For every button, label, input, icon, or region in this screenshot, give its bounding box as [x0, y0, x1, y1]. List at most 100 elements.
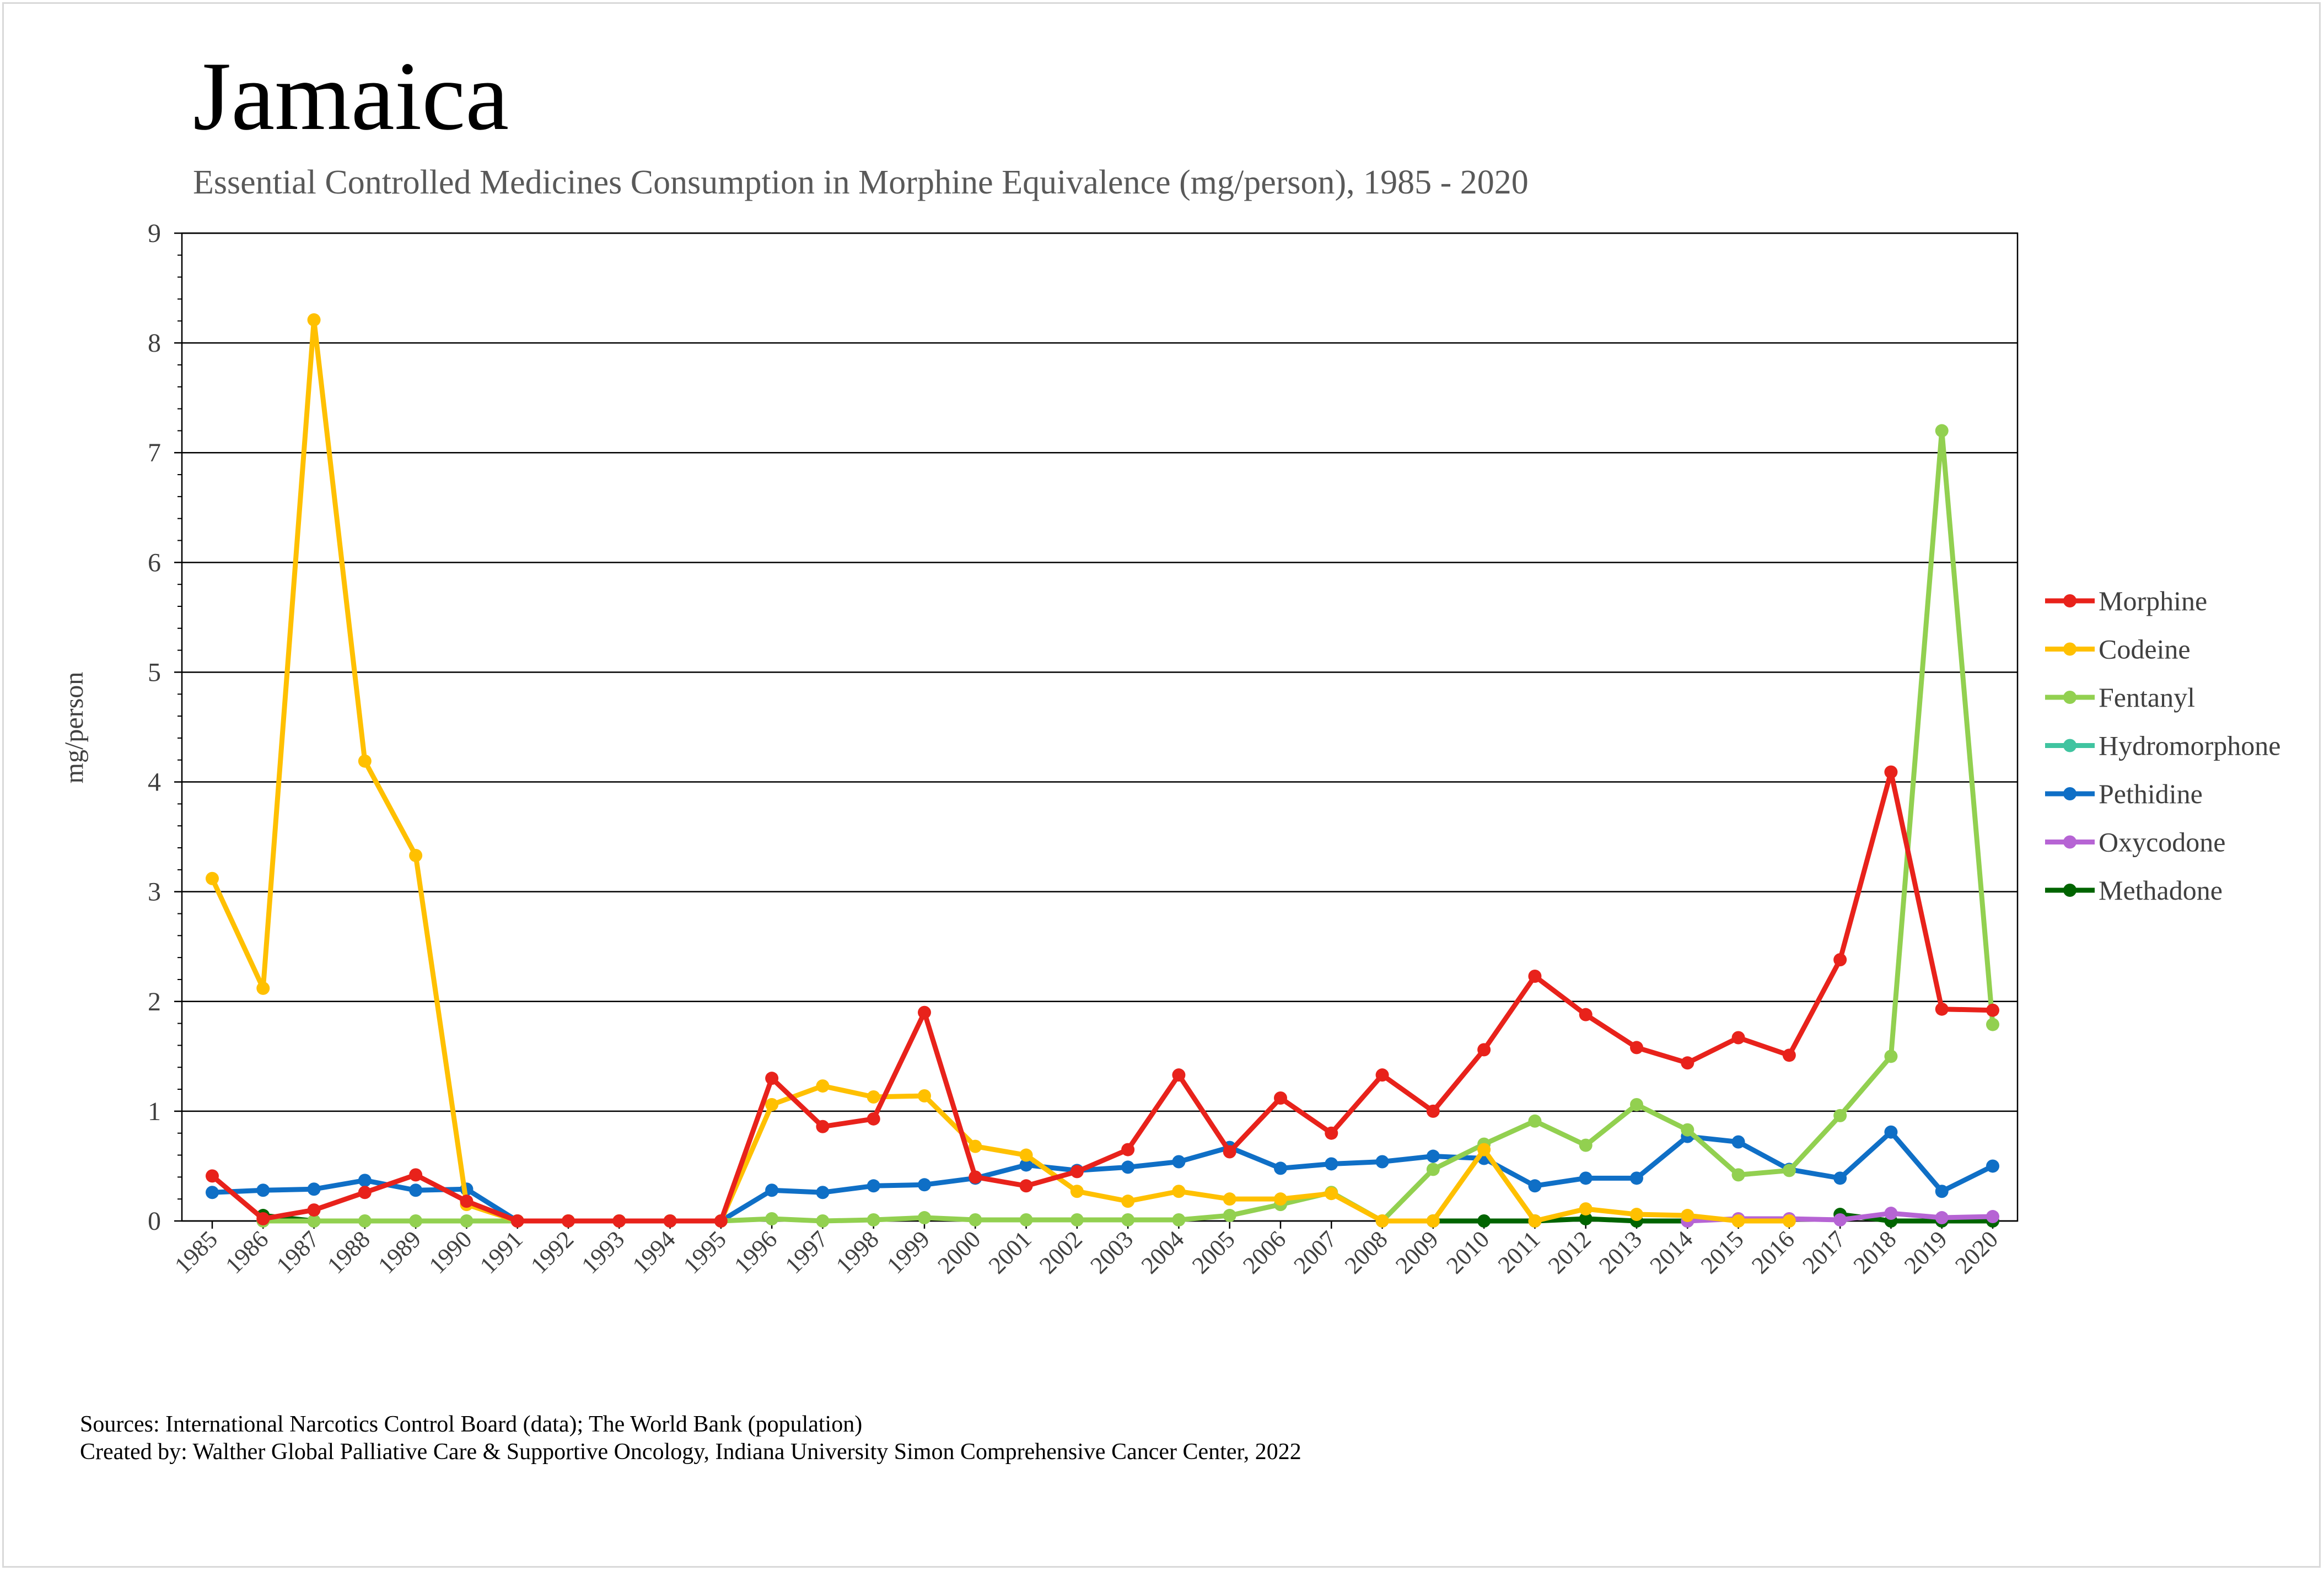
y-tick-label: 9	[148, 219, 161, 248]
x-tick-label: 2020	[1950, 1225, 2003, 1279]
data-point	[918, 1211, 931, 1225]
data-point	[1681, 1123, 1694, 1137]
data-point	[816, 1214, 830, 1228]
data-point	[1528, 969, 1542, 983]
data-point	[1528, 1114, 1542, 1128]
x-tick-label: 1992	[525, 1225, 579, 1279]
series-line	[209, 317, 1792, 1224]
x-tick-label: 2012	[1543, 1225, 1596, 1279]
series-line	[209, 770, 1995, 1224]
data-point	[1528, 1214, 1542, 1228]
data-point	[1375, 1155, 1389, 1169]
x-tick-label: 2007	[1288, 1225, 1342, 1279]
data-point	[1630, 1171, 1643, 1185]
y-tick-label: 8	[148, 329, 161, 358]
data-point	[969, 1213, 982, 1227]
data-point	[1884, 1125, 1898, 1139]
x-tick-label: 1988	[322, 1225, 375, 1279]
series-fentanyl	[256, 424, 1999, 1228]
data-point	[1579, 1138, 1593, 1152]
series-line	[260, 428, 1995, 1224]
series-layer	[206, 313, 1999, 1228]
x-tick-label: 1987	[271, 1225, 325, 1279]
data-point	[358, 1186, 372, 1199]
series-line	[1430, 1216, 1690, 1224]
data-point	[206, 1169, 219, 1183]
data-point	[612, 1214, 626, 1228]
y-tick-label: 7	[148, 438, 161, 467]
y-tick-label: 0	[148, 1207, 161, 1236]
data-point	[1325, 1187, 1338, 1201]
chart-title: Jamaica	[193, 41, 509, 150]
legend-entry-oxycodone: Oxycodone	[2045, 827, 2226, 858]
data-point	[1121, 1195, 1135, 1208]
axes: 0123456789198519861987198819891990199119…	[148, 219, 2003, 1279]
legend-label: Morphine	[2099, 585, 2207, 616]
data-point	[1731, 1135, 1745, 1149]
data-point	[1426, 1163, 1440, 1176]
x-tick-label: 2014	[1644, 1225, 1698, 1279]
data-point	[1884, 765, 1898, 779]
data-point	[867, 1090, 880, 1104]
series-morphine	[206, 765, 1999, 1228]
data-point	[1477, 1143, 1491, 1156]
data-point	[307, 313, 321, 327]
data-point	[256, 1212, 270, 1226]
data-point	[1630, 1208, 1643, 1222]
data-point	[1986, 1003, 1999, 1017]
data-point	[714, 1214, 728, 1228]
data-point	[1579, 1008, 1593, 1021]
data-point	[1681, 1209, 1694, 1223]
legend-marker	[2063, 594, 2076, 607]
x-tick-label: 2006	[1238, 1225, 1291, 1279]
data-point	[816, 1120, 830, 1133]
data-point	[1731, 1214, 1745, 1228]
data-point	[206, 1186, 219, 1199]
data-point	[1426, 1104, 1440, 1118]
x-tick-label: 2011	[1493, 1225, 1546, 1278]
data-point	[510, 1214, 524, 1228]
data-point	[1579, 1171, 1593, 1185]
data-point	[1426, 1214, 1440, 1228]
data-point	[1833, 953, 1847, 967]
x-tick-label: 2003	[1085, 1225, 1138, 1279]
data-point	[1223, 1209, 1236, 1223]
data-point	[918, 1178, 931, 1192]
data-point	[1477, 1214, 1491, 1228]
legend-marker	[2063, 835, 2076, 849]
data-point	[1935, 1002, 1949, 1016]
x-tick-label: 1999	[881, 1225, 935, 1279]
data-point	[256, 1183, 270, 1197]
x-tick-label: 1997	[780, 1225, 833, 1279]
data-point	[1579, 1212, 1593, 1226]
data-point	[816, 1079, 830, 1093]
y-tick-label: 2	[148, 987, 161, 1016]
data-point	[1986, 1210, 1999, 1224]
data-point	[1274, 1161, 1287, 1175]
x-tick-label: 1990	[424, 1225, 477, 1279]
y-axis-label: mg/person	[60, 672, 89, 784]
data-point	[409, 1214, 423, 1228]
data-point	[1833, 1213, 1847, 1227]
legend-entry-codeine: Codeine	[2045, 634, 2191, 665]
data-point	[765, 1212, 779, 1226]
data-point	[1070, 1213, 1084, 1227]
data-point	[918, 1005, 931, 1019]
data-point	[765, 1072, 779, 1085]
data-point	[1528, 1179, 1542, 1193]
data-point	[1782, 1048, 1796, 1062]
data-point	[1172, 1068, 1186, 1082]
legend-marker	[2063, 884, 2076, 897]
data-point	[1223, 1145, 1236, 1159]
data-point	[1375, 1068, 1389, 1082]
data-point	[1935, 1211, 1949, 1225]
data-point	[1019, 1148, 1033, 1162]
data-point	[816, 1186, 830, 1199]
data-point	[1070, 1165, 1084, 1179]
data-point	[1630, 1041, 1643, 1054]
data-point	[358, 1174, 372, 1187]
data-point	[409, 1168, 423, 1182]
legend: Morphine Codeine Fentanyl Hydromorphone Peth…	[2045, 585, 2281, 906]
data-point	[1121, 1160, 1135, 1174]
data-point	[1935, 1185, 1949, 1198]
